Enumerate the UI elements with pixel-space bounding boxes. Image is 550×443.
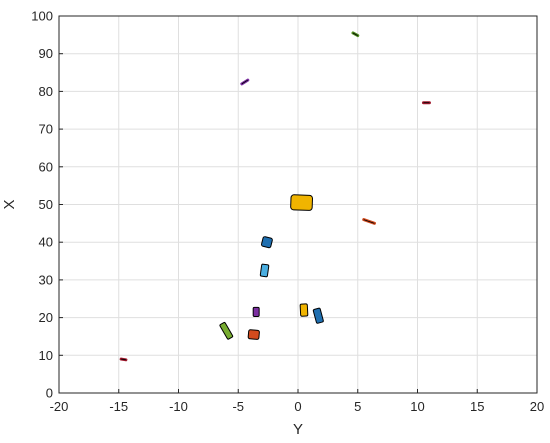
object-segment-outline-0: [352, 32, 358, 36]
ticks: -20 -15 -10 -5 0 5 10 15 20 0 10 20 30 40 50 60 70 80 90 10…: [31, 9, 544, 415]
object-box-10: [219, 321, 234, 340]
grid: [58, 15, 538, 394]
plot-objects: [119, 31, 431, 362]
x-tick-label: -20: [50, 399, 69, 414]
y-tick-label: 70: [39, 122, 53, 137]
object-box-9: [252, 306, 260, 317]
y-tick-label: 20: [39, 310, 53, 325]
object-box-8: [312, 307, 324, 324]
x-tick-label: -5: [232, 399, 244, 414]
y-tick-label: 30: [39, 272, 53, 287]
x-tick-label: -10: [169, 399, 188, 414]
x-tick-label: 10: [410, 399, 424, 414]
y-tick-label: 90: [39, 46, 53, 61]
object-box-11: [247, 329, 260, 340]
y-tick-label: 80: [39, 84, 53, 99]
y-tick-label: 0: [46, 386, 53, 401]
object-segment-outline-12: [121, 358, 126, 361]
x-tick-label: 20: [530, 399, 544, 414]
object-box-5: [261, 236, 273, 249]
y-tick-label: 100: [31, 9, 53, 24]
x-tick-label: -15: [109, 399, 128, 414]
y-tick-label: 10: [39, 348, 53, 363]
y-tick-label: 50: [39, 197, 53, 212]
object-box-6: [259, 263, 270, 278]
object-box-7: [299, 303, 309, 317]
x-tick-label: 5: [354, 399, 361, 414]
x-tick-label: 0: [294, 399, 301, 414]
y-axis-label: X: [1, 199, 18, 209]
y-tick-label: 60: [39, 159, 53, 174]
object-box-3: [290, 194, 313, 211]
y-tick-label: 40: [39, 235, 53, 250]
x-tick-label: 15: [470, 399, 484, 414]
x-axis-label: Y: [293, 421, 303, 438]
object-segment-outline-4: [363, 219, 375, 224]
object-segment-outline-1: [241, 79, 249, 85]
